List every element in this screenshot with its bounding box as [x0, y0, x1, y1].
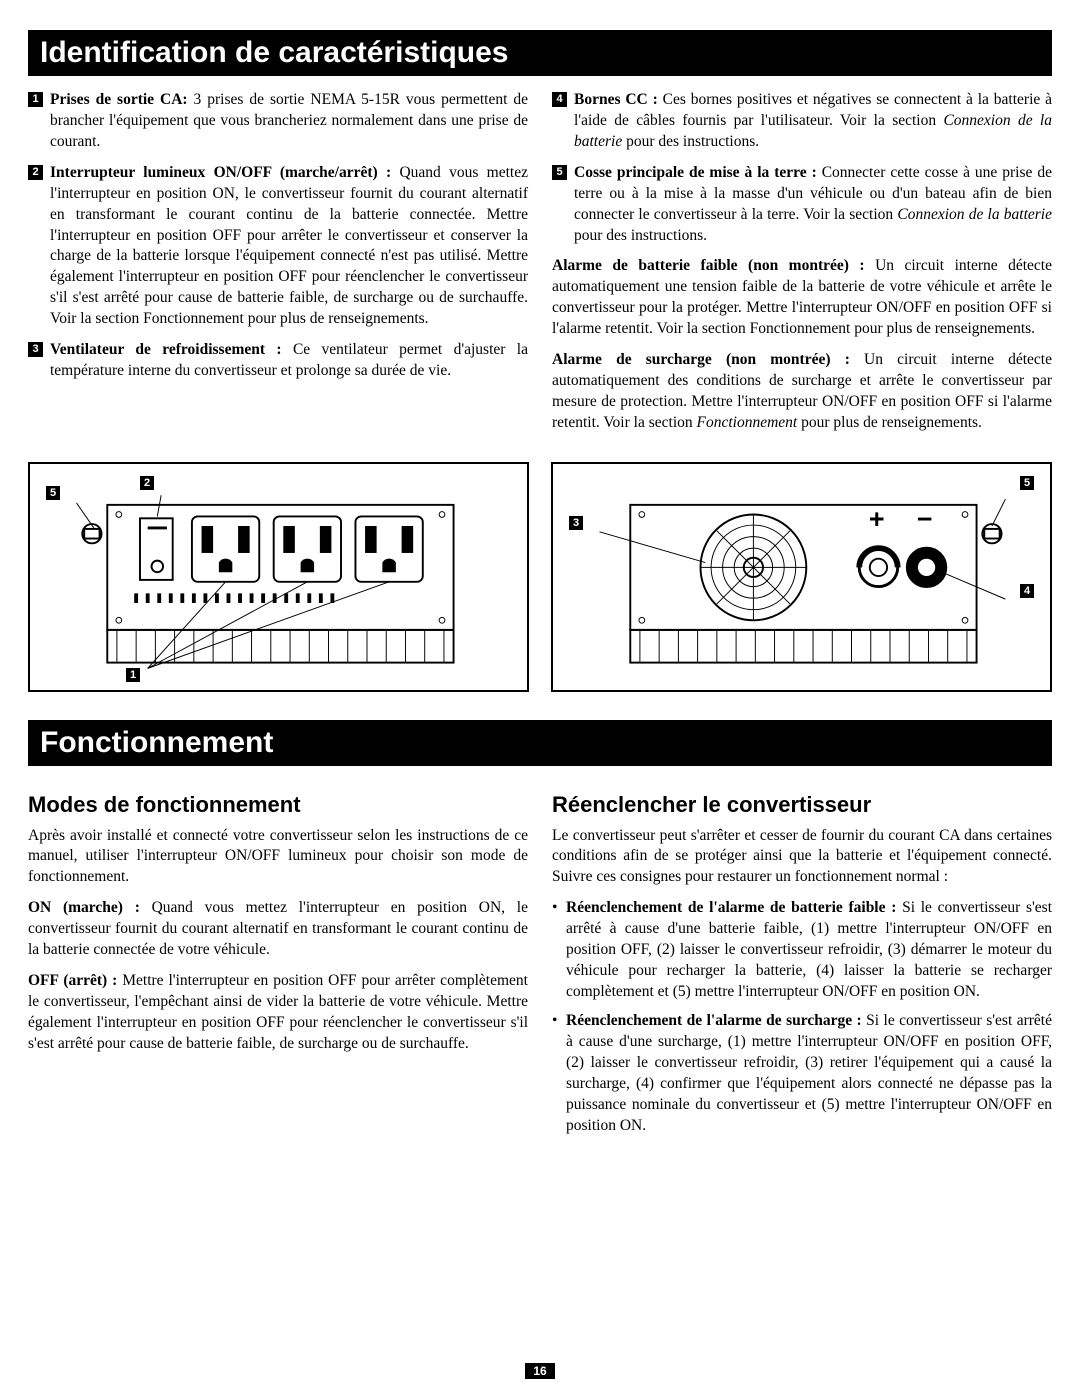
- callout-3: 3: [569, 516, 583, 530]
- feature-bold: Alarme de batterie faible (non montrée) …: [552, 257, 865, 274]
- feature-item-3: 3 Ventilateur de refroidissement : Ce ve…: [28, 340, 528, 382]
- feature-bold: Alarme de surcharge (non montrée) :: [552, 351, 850, 368]
- callout-2: 2: [140, 476, 154, 490]
- feature-after: pour plus de renseignements.: [797, 414, 982, 431]
- reset-b2-bold: Réenclenchement de l'alarme de surcharge…: [566, 1012, 862, 1029]
- operation-columns: Modes de fonctionnement Après avoir inst…: [28, 780, 1052, 1145]
- mode-on-bold: ON (marche) :: [28, 899, 140, 916]
- feature-item-4: 4 Bornes CC : Ces bornes positives et né…: [552, 90, 1052, 153]
- callout-1: 1: [126, 668, 140, 682]
- diagrams-row: 5 2 1: [28, 462, 1052, 692]
- feature-after: pour des instructions.: [622, 133, 759, 150]
- diagram-front-panel: 5 2 1: [28, 462, 529, 692]
- svg-text:−: −: [917, 504, 933, 534]
- front-panel-svg: [42, 476, 515, 678]
- reset-b1-bold: Réenclenchement de l'alarme de batterie …: [566, 899, 896, 916]
- section-header-fonctionnement: Fonctionnement: [28, 720, 1052, 766]
- subhead-modes: Modes de fonctionnement: [28, 790, 528, 820]
- reset-intro: Le convertisseur peut s'arrêter et cesse…: [552, 826, 1052, 889]
- reset-bullet-2: Réenclenchement de l'alarme de surcharge…: [552, 1011, 1052, 1137]
- feature-bold: Prises de sortie CA:: [50, 91, 188, 108]
- svg-text:+: +: [869, 504, 885, 534]
- feature-italic: Connexion de la batterie: [897, 206, 1052, 223]
- callout-5b: 5: [1020, 476, 1034, 490]
- feature-bold: Cosse principale de mise à la terre :: [574, 164, 817, 181]
- feature-tag-3: 3: [28, 342, 43, 357]
- operation-col-left: Modes de fonctionnement Après avoir inst…: [28, 780, 528, 1145]
- feature-bold: Ventilateur de refroidissement :: [50, 341, 282, 358]
- feature-tag-5: 5: [552, 165, 567, 180]
- feature-item-1: 1 Prises de sortie CA: 3 prises de sorti…: [28, 90, 528, 153]
- subhead-reset: Réenclencher le convertisseur: [552, 790, 1052, 820]
- feature-extra-2: Alarme de surcharge (non montrée) : Un c…: [552, 350, 1052, 434]
- callout-4: 4: [1020, 584, 1034, 598]
- mode-off: OFF (arrêt) : Mettre l'interrupteur en p…: [28, 971, 528, 1055]
- mode-on: ON (marche) : Quand vous mettez l'interr…: [28, 898, 528, 961]
- feature-italic: Fonctionnement: [697, 414, 798, 431]
- feature-bold: Bornes CC :: [574, 91, 658, 108]
- features-col-left: 1 Prises de sortie CA: 3 prises de sorti…: [28, 90, 528, 444]
- feature-item-5: 5 Cosse principale de mise à la terre : …: [552, 163, 1052, 247]
- rear-panel-svg: + −: [565, 476, 1038, 678]
- diagram-rear-panel: 3 5 4 + −: [551, 462, 1052, 692]
- feature-item-2: 2 Interrupteur lumineux ON/OFF (marche/a…: [28, 163, 528, 330]
- reset-b2-text: Si le convertisseur s'est arrêté à cause…: [566, 1012, 1052, 1134]
- feature-extra-1: Alarme de batterie faible (non montrée) …: [552, 256, 1052, 340]
- features-col-right: 4 Bornes CC : Ces bornes positives et né…: [552, 90, 1052, 444]
- feature-bold: Interrupteur lumineux ON/OFF (marche/arr…: [50, 164, 391, 181]
- callout-5: 5: [46, 486, 60, 500]
- reset-bullet-1: Réenclenchement de l'alarme de batterie …: [552, 898, 1052, 1003]
- feature-after: pour des instructions.: [574, 227, 707, 244]
- operation-col-right: Réenclencher le convertisseur Le convert…: [552, 780, 1052, 1145]
- mode-off-bold: OFF (arrêt) :: [28, 972, 117, 989]
- page-number: 16: [525, 1363, 555, 1379]
- feature-tag-1: 1: [28, 92, 43, 107]
- section-header-identification: Identification de caractéristiques: [28, 30, 1052, 76]
- feature-tag-2: 2: [28, 165, 43, 180]
- modes-intro: Après avoir installé et connecté votre c…: [28, 826, 528, 889]
- feature-tag-4: 4: [552, 92, 567, 107]
- features-columns: 1 Prises de sortie CA: 3 prises de sorti…: [28, 90, 1052, 444]
- feature-text: Quand vous mettez l'interrupteur en posi…: [50, 164, 528, 327]
